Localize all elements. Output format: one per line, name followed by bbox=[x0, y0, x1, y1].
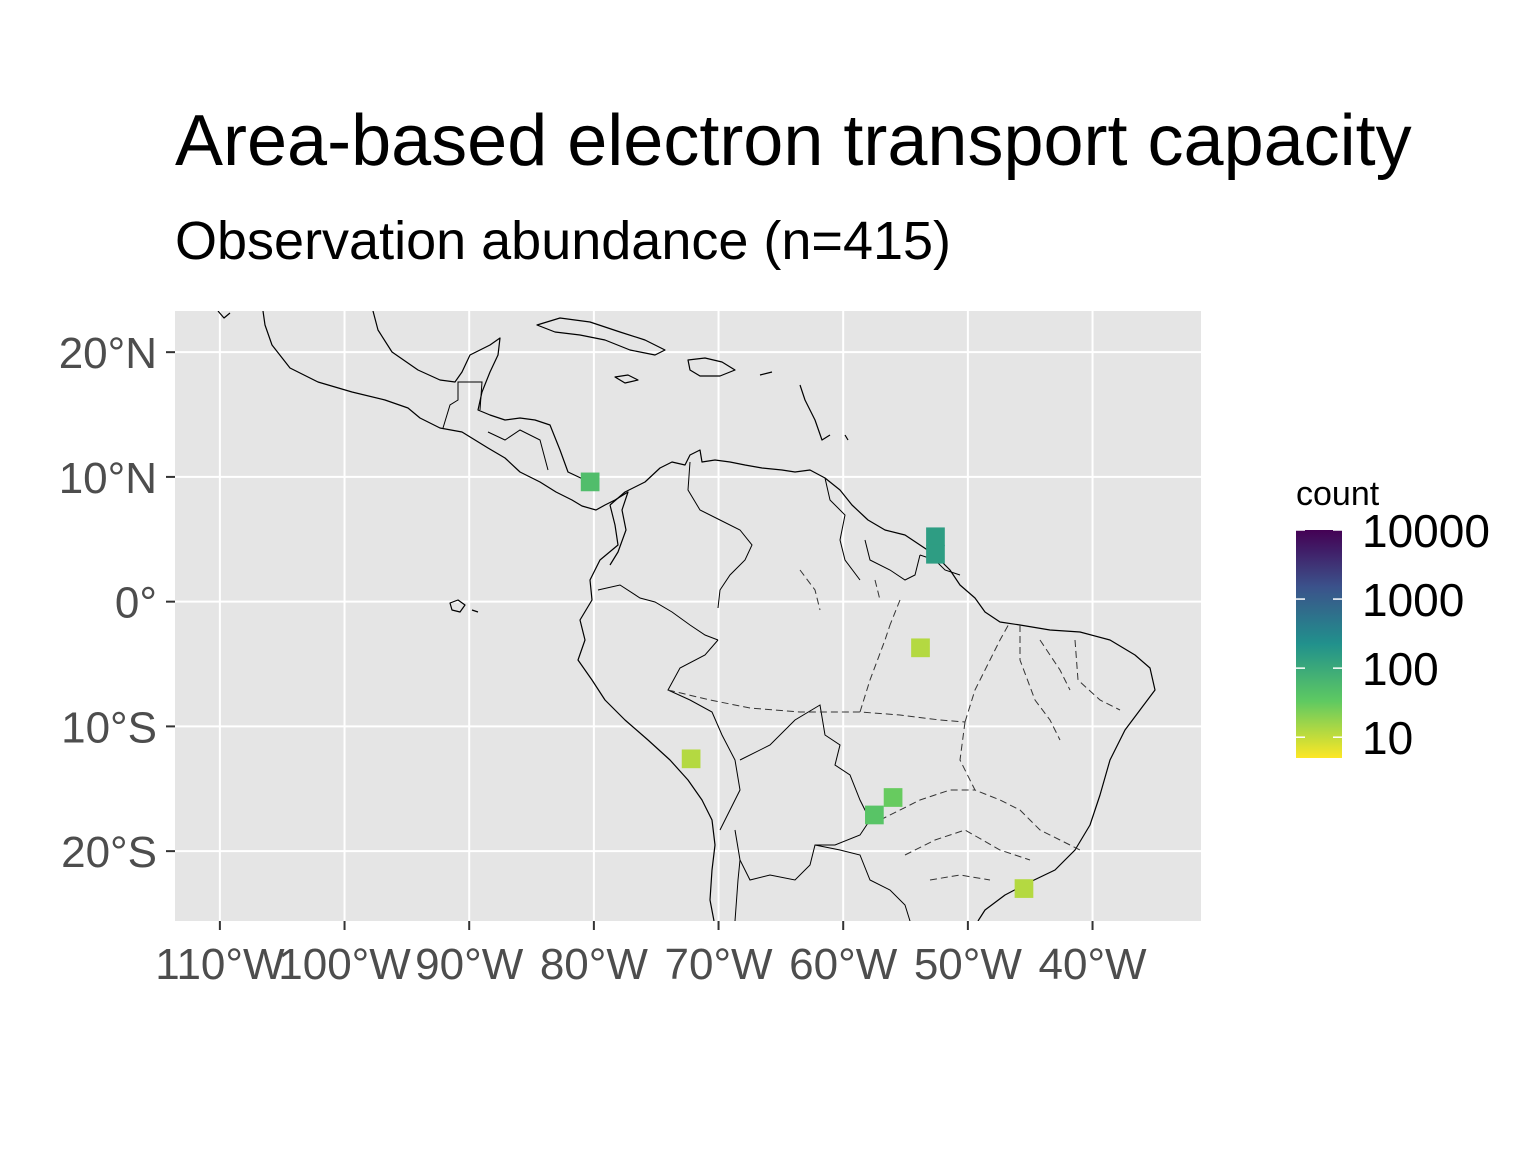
x-tick-label-1: 100°W bbox=[278, 940, 411, 989]
coastline-gulf bbox=[372, 311, 596, 489]
heatmap-cell-5 bbox=[883, 788, 903, 807]
coastline-galapagos bbox=[449, 599, 479, 613]
y-tick-label-4: 20°S bbox=[61, 828, 157, 877]
y-tick-label-0: 20°N bbox=[59, 329, 157, 378]
coastline-jamaica bbox=[614, 374, 639, 384]
legend-label-2: 100 bbox=[1362, 643, 1439, 695]
border-peru-brazil bbox=[667, 639, 741, 831]
y-tick-label-1: 10°N bbox=[59, 454, 157, 503]
border-mexico-guatemala bbox=[442, 381, 483, 429]
heatmap-cell-2 bbox=[926, 544, 945, 564]
legend-title: count bbox=[1296, 475, 1380, 513]
x-tick-label-0: 110°W bbox=[155, 940, 285, 989]
y-tick-label-2: 0° bbox=[115, 579, 157, 628]
border-chile-argentina bbox=[734, 859, 741, 921]
coastline-cuba bbox=[536, 317, 666, 356]
country-borders bbox=[442, 381, 961, 921]
x-tick-label-4: 70°W bbox=[665, 940, 774, 989]
x-tick-label-7: 40°W bbox=[1039, 940, 1148, 989]
legend-label-0: 10000 bbox=[1362, 505, 1490, 557]
x-tick-label-2: 90°W bbox=[415, 940, 524, 989]
heatmap-cell-3 bbox=[911, 638, 930, 658]
coastline-south-america-pacific bbox=[577, 504, 716, 921]
heatmap-cell-7 bbox=[1014, 879, 1034, 898]
coastline-mexico-pacific bbox=[217, 311, 629, 566]
border-venezuela-guyana bbox=[824, 477, 861, 581]
legend-colorbar bbox=[1296, 530, 1342, 758]
border-brazil-states-center bbox=[879, 721, 1081, 881]
border-central-america bbox=[487, 429, 549, 471]
x-tick-label-6: 50°W bbox=[914, 940, 1023, 989]
x-tick-label-3: 80°W bbox=[540, 940, 649, 989]
coastline-hispaniola bbox=[687, 357, 736, 377]
legend-label-1: 1000 bbox=[1362, 574, 1464, 626]
map-panel bbox=[175, 311, 1201, 921]
border-brazil-states-para bbox=[859, 599, 1011, 723]
border-colombia-peru bbox=[597, 584, 719, 641]
border-brazil-states-east bbox=[1019, 625, 1121, 741]
border-brazil-states-north bbox=[799, 569, 881, 611]
border-colombia-venezuela bbox=[687, 461, 753, 609]
state-borders bbox=[667, 569, 1121, 881]
y-tick-label-3: 10°S bbox=[61, 703, 157, 752]
heatmap-cells bbox=[580, 472, 1034, 898]
heatmap-cell-0 bbox=[580, 472, 600, 492]
border-brazil-states-amazon bbox=[667, 689, 966, 723]
chart-subtitle: Observation abundance (n=415) bbox=[175, 211, 952, 271]
chart-title: Area-based electron transport capacity bbox=[175, 101, 1412, 181]
heatmap-cell-4 bbox=[681, 749, 701, 769]
border-paraguay bbox=[814, 844, 911, 921]
heatmap-cell-1 bbox=[926, 527, 945, 547]
heatmap-cell-6 bbox=[865, 805, 884, 825]
gridlines bbox=[175, 311, 1201, 921]
legend-label-3: 10 bbox=[1362, 712, 1413, 764]
border-guyana-suriname bbox=[864, 539, 921, 581]
coastline-lesser-antilles bbox=[759, 371, 849, 441]
x-tick-label-5: 60°W bbox=[789, 940, 898, 989]
